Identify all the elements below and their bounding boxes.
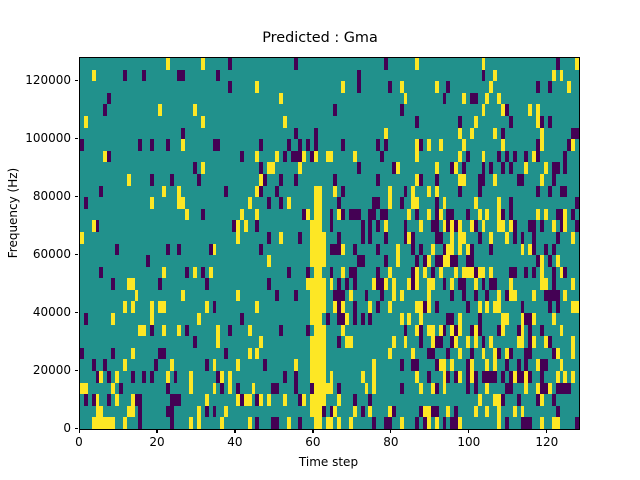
x-tick-label: 80 xyxy=(383,435,399,449)
x-tick-mark xyxy=(234,429,236,433)
x-tick-label: 0 xyxy=(75,435,83,449)
chart-title: Predicted : Gma xyxy=(262,30,378,46)
y-tick-mark xyxy=(74,195,78,197)
y-tick-label: 20000 xyxy=(32,363,71,378)
x-tick-label: 20 xyxy=(149,435,165,449)
y-tick-label: 100000 xyxy=(25,131,71,146)
y-tick-label: 0 xyxy=(63,421,71,435)
y-tick-mark xyxy=(74,369,78,371)
y-tick-mark xyxy=(74,311,78,313)
x-axis-label: Time step xyxy=(298,455,359,469)
x-tick-label: 40 xyxy=(227,435,243,449)
x-tick-mark xyxy=(468,429,470,433)
y-tick-label: 80000 xyxy=(32,189,71,204)
y-axis-label: Frequency (Hz) xyxy=(6,167,20,259)
x-tick-mark xyxy=(312,429,314,433)
heatmap-axes xyxy=(79,57,580,430)
heatmap-image xyxy=(80,58,579,429)
y-tick-label: 40000 xyxy=(32,305,71,320)
x-tick-label: 60 xyxy=(305,435,321,449)
x-tick-label: 120 xyxy=(535,435,559,449)
y-tick-label: 120000 xyxy=(25,73,71,88)
y-tick-mark xyxy=(74,253,78,255)
x-tick-mark xyxy=(78,429,80,433)
x-tick-mark xyxy=(390,429,392,433)
x-tick-label: 100 xyxy=(457,435,481,449)
y-tick-mark xyxy=(74,79,78,81)
x-tick-mark xyxy=(156,429,158,433)
x-tick-mark xyxy=(546,429,548,433)
y-tick-label: 60000 xyxy=(32,247,71,262)
y-tick-mark xyxy=(74,427,78,429)
y-tick-mark xyxy=(74,137,78,139)
